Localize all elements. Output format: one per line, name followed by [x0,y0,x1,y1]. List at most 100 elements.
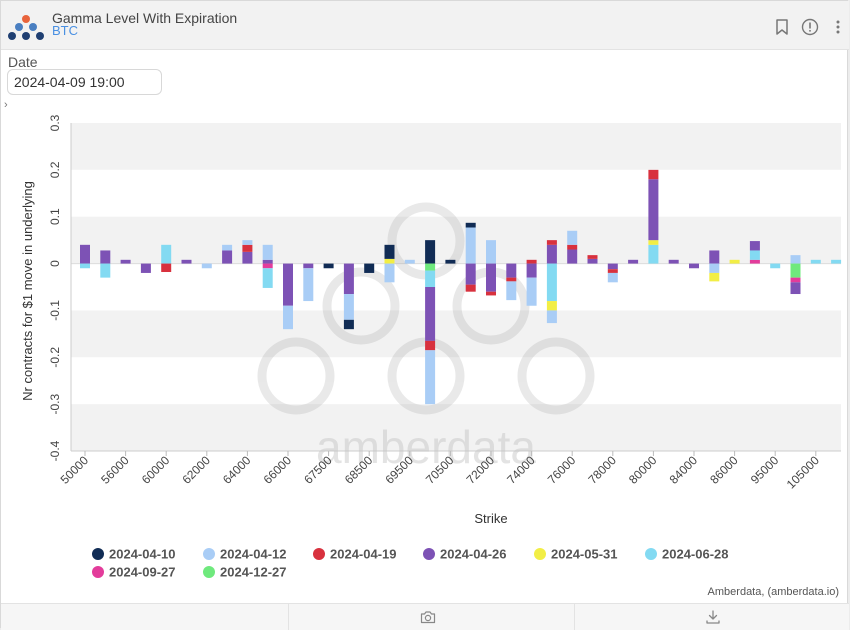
watermark-text: amberdata [316,421,536,473]
bar-segment [323,263,334,269]
bar-segment [100,263,111,278]
bar-segment [262,263,273,269]
bar-segment [201,263,212,269]
bar-segment [100,250,111,264]
bar-segment [262,259,273,264]
bar-segment [587,255,598,259]
bar-segment [486,291,496,296]
info-icon[interactable] [801,18,819,36]
bar-segment [343,294,354,320]
bar-segment [810,259,821,264]
bar-segment [445,259,456,264]
more-icon[interactable] [829,18,847,36]
bar-segment [587,258,598,264]
legend-marker [203,566,215,578]
legend-marker [92,548,104,560]
x-tick-label: 78000 [585,453,619,487]
bar-segment [770,263,781,269]
bar-segment [181,259,192,264]
bar-segment [486,240,496,264]
legend-marker [92,566,104,578]
plot-band [71,123,841,170]
x-axis-title: Strike [474,511,507,526]
bar-segment [80,244,90,264]
camera-icon[interactable] [420,609,436,625]
bar-segment [749,250,760,260]
bar-segment [546,240,557,245]
bar-segment [790,255,801,264]
bar-segment [506,281,517,301]
y-tick-label: -0.3 [48,393,62,414]
legend-label: 2024-04-26 [440,547,507,562]
chart-credit: Amberdata, (amberdata.io) [707,586,839,598]
bar-segment [425,287,436,341]
legend-label: 2024-04-12 [220,547,287,562]
bar-segment [262,244,273,260]
bar-segment [607,263,618,270]
x-tick-label: 76000 [545,453,579,487]
bar-segment [283,305,293,330]
bar-segment [425,263,436,271]
x-tick-label: 80000 [626,453,660,487]
bar-segment [831,259,842,264]
bar-segment [262,268,273,288]
legend-marker [423,548,435,560]
bar-segment [161,244,172,264]
legend-label: 2024-12-27 [220,565,287,580]
y-tick-label: 0 [48,260,62,267]
bar-segment [607,269,618,273]
bar-segment [546,263,557,302]
y-tick-label: -0.1 [48,300,62,321]
bar-segment [567,249,578,264]
expand-chevron-icon[interactable]: › [4,99,8,111]
gamma-chart: amberdata 0.3 0.2 0.1 0 -0.1 -0.2 -0.3 -0.4 Nr co… [20,114,842,580]
plot-band [71,357,841,405]
bar-segment [425,240,436,264]
card-subtitle: BTC [52,23,78,38]
bar-segment [526,277,537,306]
bar-segment [465,222,476,228]
plot-band [71,404,841,451]
footer-divider [574,604,575,630]
bar-segment [648,169,659,180]
download-icon[interactable] [705,609,721,625]
bar-segment [384,263,395,283]
date-input[interactable]: 2024-04-09 19:00 [7,69,162,95]
bar-segment [161,263,172,273]
bar-segment [749,241,760,251]
bar-segment [465,284,476,292]
card-footer [1,603,849,630]
legend-marker [534,548,546,560]
bar-segment [486,263,496,292]
bar-segment [749,259,760,264]
bar-segment [526,263,537,278]
x-tick-label: 84000 [667,453,701,487]
x-tick-label: 64000 [220,453,254,487]
bar-segment [465,263,476,285]
bar-segment [242,251,253,264]
x-tick-label: 60000 [139,453,173,487]
bar-segment [790,263,801,278]
bar-segment [648,179,659,241]
bookmark-icon[interactable] [773,18,791,36]
watermark-ring [322,267,400,345]
bar-segment [425,350,436,405]
card-title: Gamma Level With Expiration [52,10,238,26]
legend-label: 2024-05-31 [551,547,618,562]
bar-segment [222,244,233,251]
bar-segment [607,272,618,283]
x-tick-label: 50000 [58,453,92,487]
card-header: Gamma Level With Expiration BTC [1,1,849,50]
y-tick-label: 0.3 [48,114,62,131]
bar-segment [648,244,659,264]
plot-band [71,169,841,217]
amberdata-logo-icon [8,15,44,40]
x-tick-label: 56000 [98,453,132,487]
date-label: Date [8,54,38,70]
bar-segment [120,259,131,264]
y-tick-label: -0.4 [48,440,62,461]
legend-marker [645,548,657,560]
x-tick-label: 62000 [179,453,213,487]
bar-segment [546,244,557,264]
bar-segment [303,268,314,302]
